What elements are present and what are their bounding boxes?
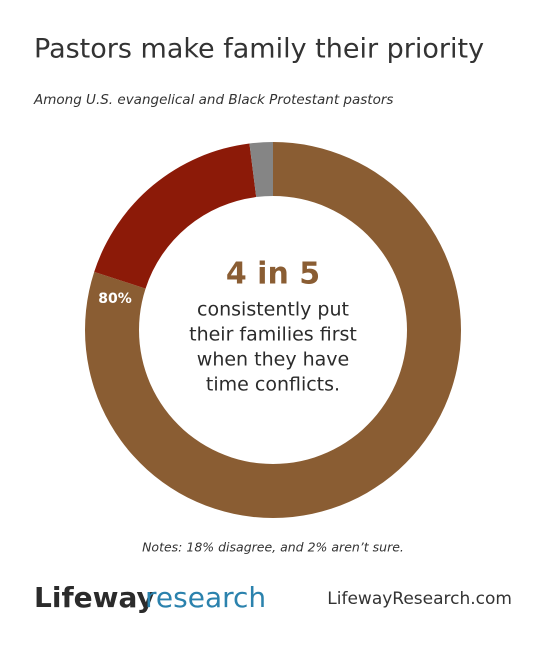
center-line: their families first bbox=[189, 324, 357, 346]
logo-secondary: research bbox=[145, 581, 266, 614]
donut-segment bbox=[94, 143, 257, 289]
notes: Notes: 18% disagree, and 2% aren’t sure. bbox=[142, 540, 404, 555]
logo-primary: Lifeway bbox=[34, 581, 155, 614]
chart-title: Pastors make family their priority bbox=[34, 34, 484, 65]
donut: 80% bbox=[85, 142, 462, 518]
center-line: when they have bbox=[197, 349, 349, 371]
chart-subtitle: Among U.S. evangelical and Black Protest… bbox=[33, 92, 393, 108]
value-label: 80% bbox=[98, 291, 132, 307]
center-line: consistently put bbox=[197, 299, 349, 321]
donut-segment bbox=[249, 142, 273, 198]
url: LifewayResearch.com bbox=[327, 589, 512, 609]
center-line: time conflicts. bbox=[206, 374, 340, 396]
center-text: consistently put their families first when… bbox=[189, 299, 357, 396]
center-headline: 4 in 5 bbox=[226, 257, 320, 292]
